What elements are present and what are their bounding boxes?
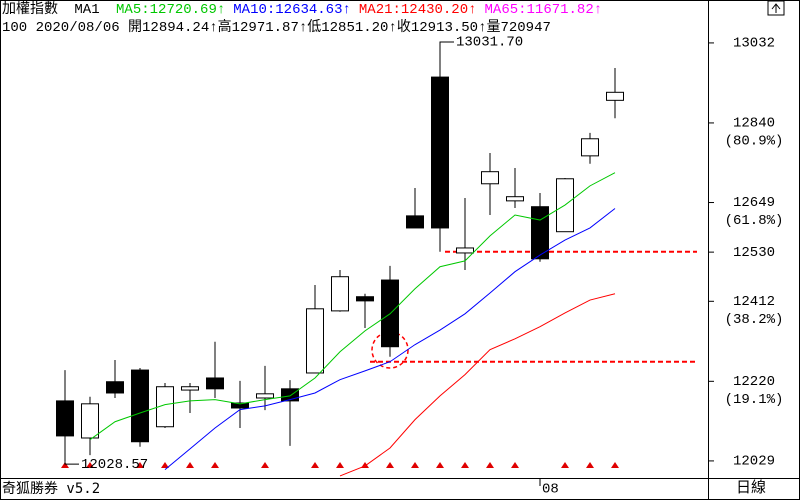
ma-line	[164, 208, 616, 471]
legend-name: MA5	[116, 2, 142, 18]
legend-line: 加權指數 MA1 MA5:12720.69↑ MA10:12634.63↑ MA21…	[2, 1, 706, 19]
signal-marker	[211, 462, 219, 468]
candle-body	[81, 403, 99, 439]
retracement-label: (19.1%)	[725, 392, 784, 408]
annotation-leader	[439, 41, 454, 44]
y-tick-label: 12029	[733, 454, 775, 470]
candle-body	[406, 215, 424, 229]
panel-icon-arrow	[771, 3, 781, 13]
signal-marker	[561, 462, 569, 468]
candle-body	[281, 388, 299, 402]
quote-line: 100 2020/08/06 開12894.24↑高12971.87↑低1285…	[2, 19, 706, 37]
y-tick-label: 13032	[733, 36, 775, 52]
signal-marker	[486, 462, 494, 468]
candle-body	[206, 377, 224, 390]
signal-marker	[261, 462, 269, 468]
signal-marker	[161, 462, 169, 468]
y-tick-label: 12220	[733, 374, 775, 390]
candle-body	[331, 276, 349, 312]
signal-marker	[186, 462, 194, 468]
annotation-leader	[64, 461, 79, 465]
signal-marker	[411, 462, 419, 468]
ma-line	[339, 293, 616, 477]
ma-line	[89, 172, 616, 441]
candle-body	[356, 296, 374, 302]
candle-body	[431, 76, 449, 229]
candle-body	[531, 206, 549, 260]
legend-value: :12634.63↑	[266, 2, 351, 18]
y-tick-label: 12530	[733, 245, 775, 261]
signal-marker	[86, 462, 94, 468]
candle-body	[156, 386, 174, 428]
candle-body	[106, 381, 124, 394]
legend-value: :12430.20↑	[392, 2, 477, 18]
quote-text: 100 2020/08/06 開12894.24↑高12971.87↑低1285…	[2, 20, 551, 36]
legend-name: MA10	[233, 2, 267, 18]
signal-marker	[311, 462, 319, 468]
signal-marker	[61, 462, 69, 468]
app-name: 奇狐勝券 v5.2	[2, 481, 101, 497]
legend-name: MA21	[358, 2, 393, 18]
signal-marker	[136, 462, 144, 468]
candle-body	[456, 247, 474, 254]
candle-body	[256, 393, 274, 399]
signal-marker	[386, 462, 394, 468]
candle-body	[506, 196, 524, 202]
candle-body	[131, 369, 149, 443]
x-tick-label: 08	[542, 482, 559, 498]
retracement-label: (80.9%)	[725, 134, 784, 150]
candle-body	[606, 91, 624, 101]
legend-name: MA65	[484, 2, 519, 18]
retracement-label: (61.8%)	[725, 213, 784, 229]
signal-marker	[436, 462, 444, 468]
y-tick-label: 12412	[733, 294, 775, 310]
signal-marker	[461, 462, 469, 468]
y-tick-label: 12840	[733, 116, 775, 132]
candle-body	[306, 308, 324, 374]
period-label: 日線	[736, 480, 767, 497]
y-tick-label: 12649	[733, 195, 775, 211]
candle-body	[56, 400, 74, 437]
chart-title: 加權指數	[2, 2, 58, 18]
annotation-label: 12028.57	[81, 457, 148, 473]
signal-marker	[336, 462, 344, 468]
candle-body	[481, 171, 499, 185]
signal-marker	[611, 462, 619, 468]
candle-body	[231, 402, 249, 409]
candle-body	[181, 386, 199, 391]
signal-marker	[586, 462, 594, 468]
candle-body	[581, 138, 599, 157]
annotation-label: 13031.70	[456, 35, 523, 51]
legend: MA5:12720.69↑ MA10:12634.63↑ MA21:12430.20…	[108, 2, 602, 18]
legend-value: :11671.82↑	[518, 2, 603, 18]
retracement-label: (38.2%)	[725, 312, 784, 328]
signal-marker	[511, 462, 519, 468]
legend-value: :12720.69↑	[141, 2, 226, 18]
indicator-name: MA1	[74, 2, 100, 18]
